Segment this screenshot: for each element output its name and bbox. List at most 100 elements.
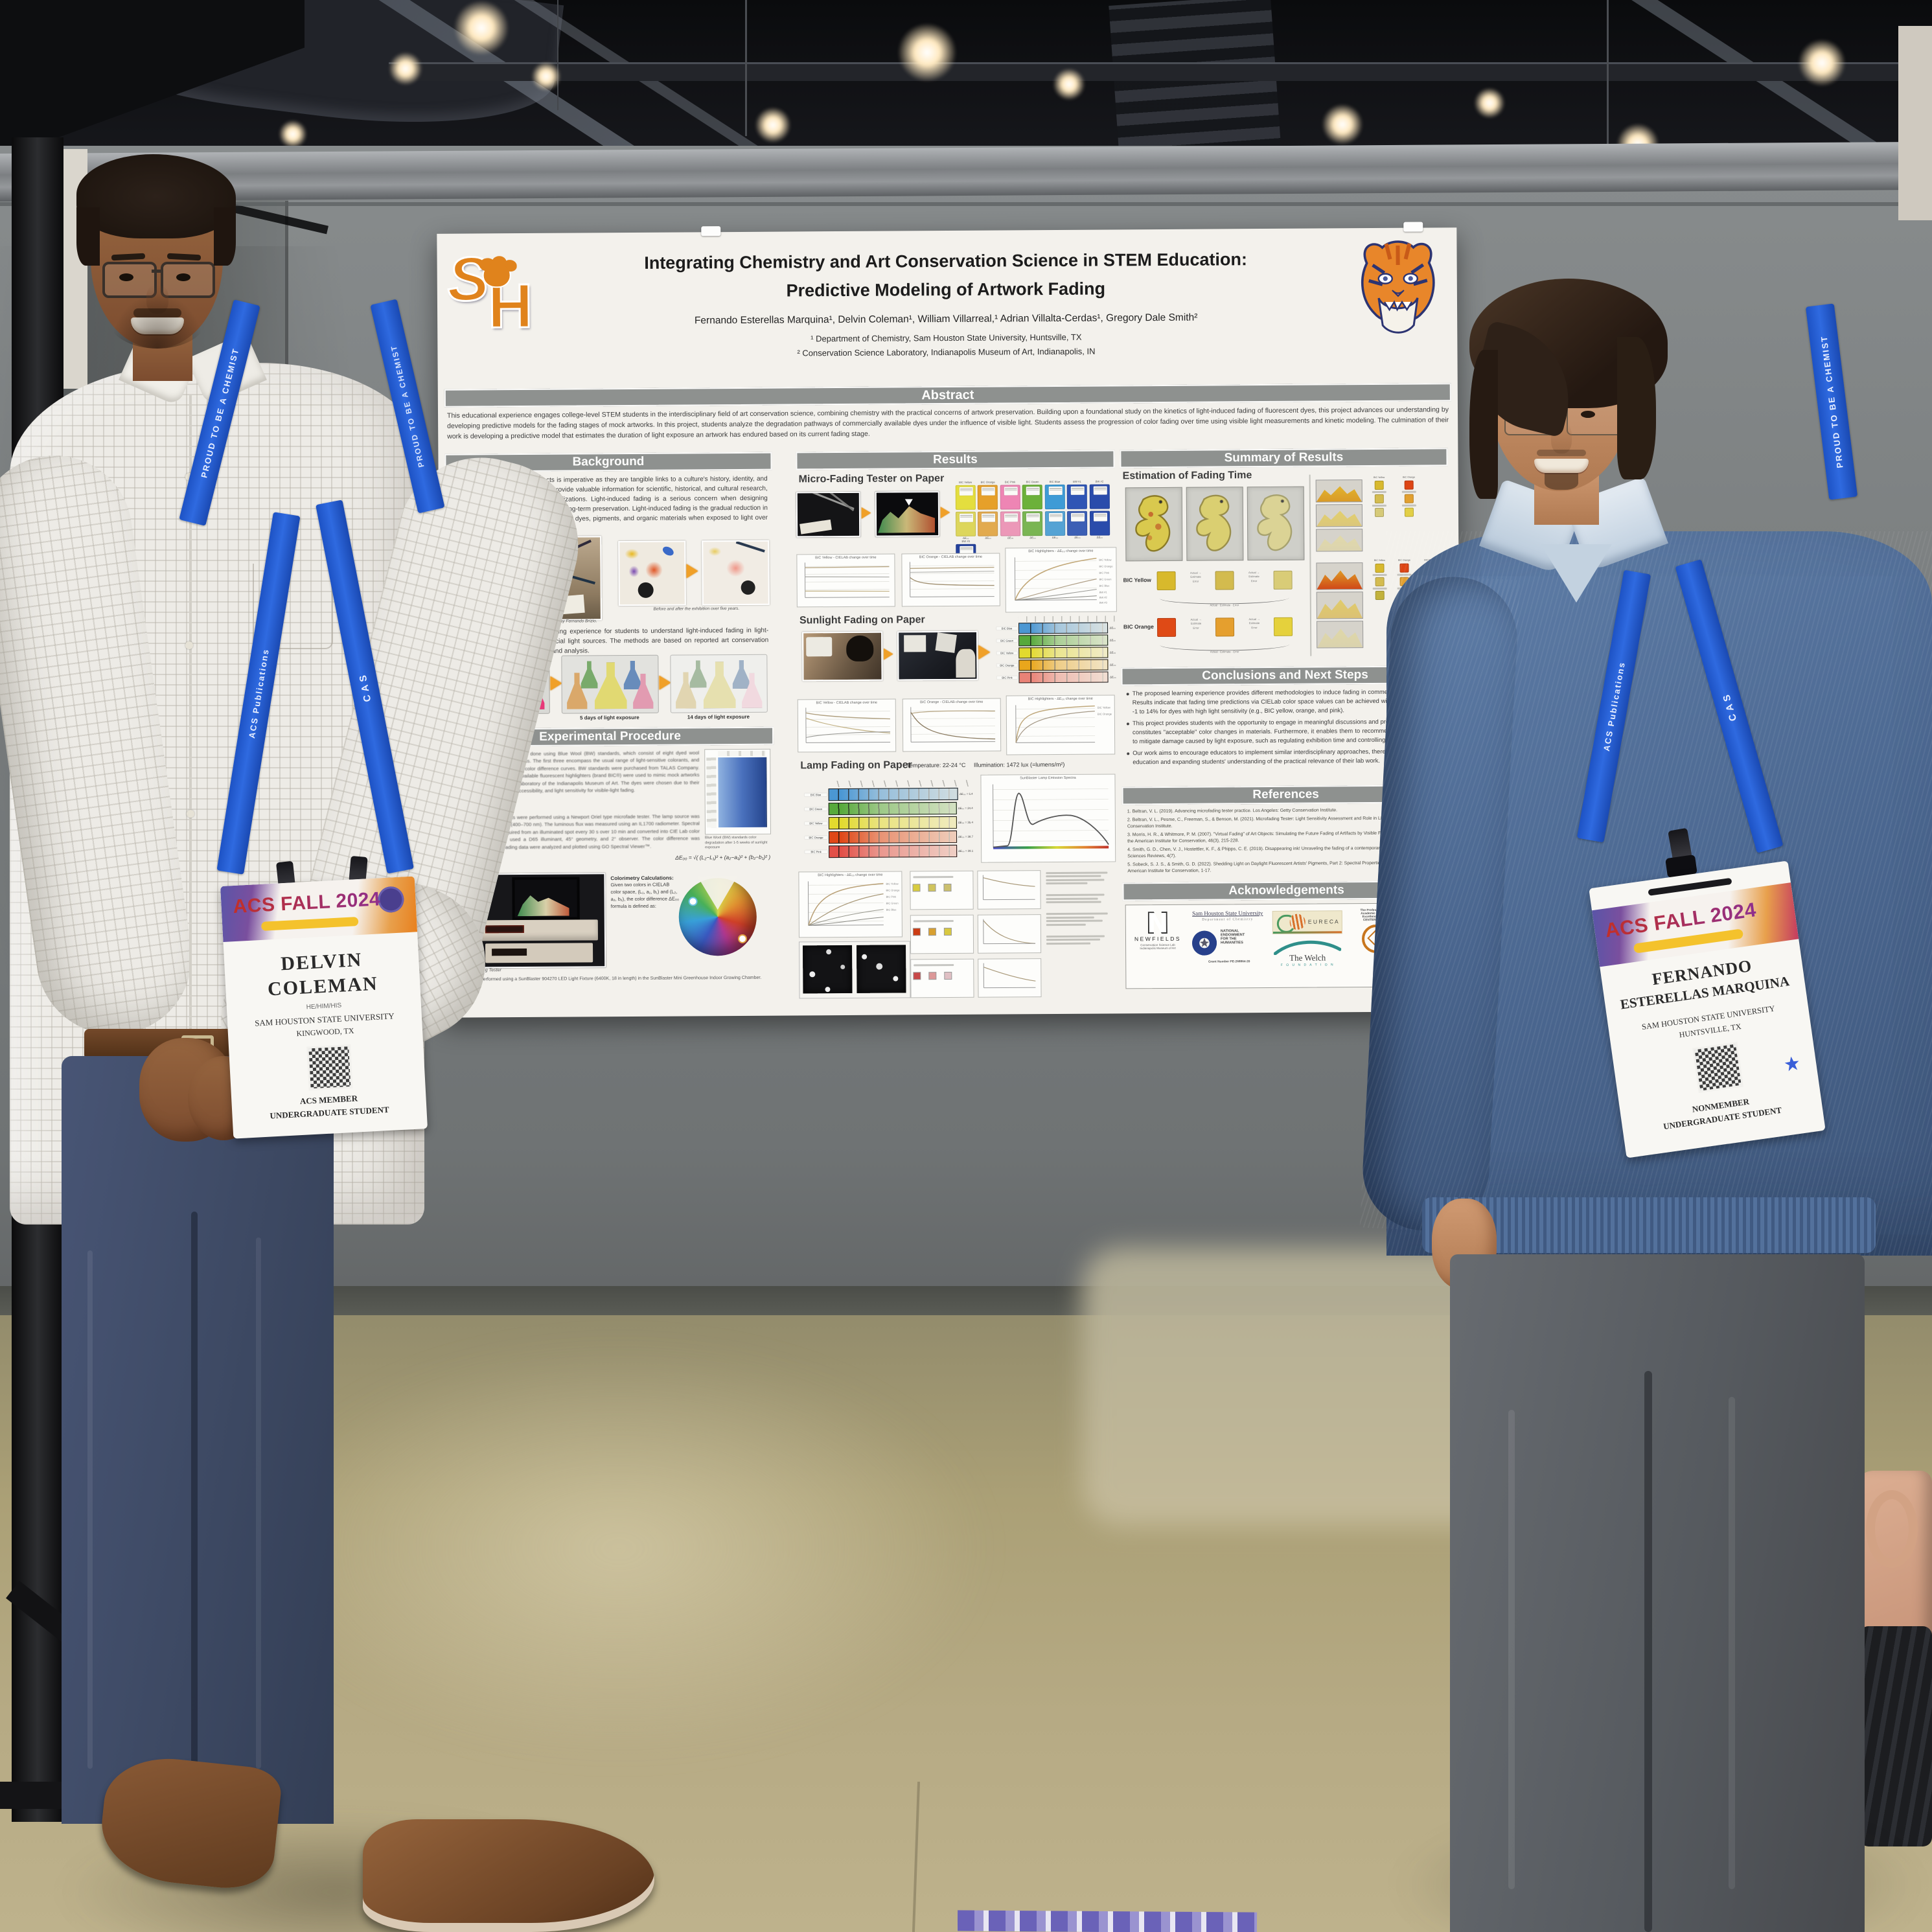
bluewool-chart [704, 748, 771, 835]
left-person-eye [119, 273, 133, 281]
results-heading: Results [796, 450, 1115, 470]
sunlight-photo-1 [802, 631, 883, 682]
ceiling-light [1474, 87, 1505, 119]
grid-row-label: BIC Yellow [996, 651, 1018, 655]
lightbox [904, 635, 926, 652]
estimation-row-label: BIC Yellow [1123, 577, 1151, 584]
ceiling-light [531, 62, 561, 91]
svg-text:BIC Green: BIC Green [1099, 577, 1112, 581]
left-person-eye [176, 273, 190, 281]
sunlight-fading-heading: Sunlight Fading on Paper [799, 614, 925, 627]
distant-wall-sliver [1898, 26, 1932, 220]
swatch-column: BIC Green ΔE₀₀ [1022, 480, 1043, 539]
swatch [1215, 617, 1235, 637]
lamp-delta-chart: BIC Highlighters - ΔE₀₀ change over time… [798, 871, 903, 938]
badge-event: ACS FALL 2024 [232, 888, 381, 918]
swatch-faded [1044, 511, 1065, 536]
mini-swatch [913, 884, 920, 891]
estimation-row-orange: BIC Orange Actual → Estimate Error Actual … [1121, 616, 1309, 663]
mini-artwork [1316, 562, 1363, 590]
poster-title-line2: Predictive Modeling of Artwork Fading [786, 279, 1106, 301]
swatch-fresh [1022, 485, 1043, 510]
person-shirt [956, 649, 976, 678]
bluewool-caption: Blue Wool (BW) standards color degradati… [705, 835, 768, 850]
fish-panel-3 [1247, 486, 1305, 561]
swatch-column: BW #1 ΔE₀₀ [1066, 480, 1088, 539]
swatch-chip [959, 487, 973, 496]
svg-text:BIC Orange: BIC Orange [1099, 564, 1113, 568]
eureca-band [1272, 931, 1342, 934]
dot [726, 559, 745, 577]
mini-swatch [913, 928, 920, 935]
swatch-chip [1048, 486, 1063, 496]
sun-chart-orange: BIC Orange - CIELAB change over time [902, 698, 1002, 752]
dark-photos-frame [799, 941, 911, 999]
speck [826, 949, 832, 955]
swatch [1273, 617, 1293, 636]
micro-chart-orange: BIC Orange - CIELAB change over time [901, 553, 1000, 607]
bullet-dot [1126, 693, 1129, 696]
badge-qr-code [306, 1044, 353, 1091]
sun-chart-highlighters: BIC Highlighters - ΔE₀₀ change over time… [1006, 695, 1116, 755]
speck [825, 987, 831, 993]
svg-text:BIC Pink: BIC Pink [886, 895, 897, 899]
mini-artwork [1316, 592, 1363, 619]
shirt-button [187, 810, 194, 818]
grid-tick-row [1018, 615, 1116, 623]
welch-sub: F O U N D A T I O N [1280, 963, 1335, 967]
dot [645, 561, 663, 579]
ceiling-light [279, 120, 307, 148]
fit-panel-yellow [910, 870, 974, 910]
grid-row-delta: ΔE₀₀ = 35.4 [958, 820, 973, 824]
fit-curve-orange [977, 914, 1042, 954]
swatch-col-yellow-a: BIC Yellow [1370, 476, 1388, 518]
fading-grid-row: BIC Yellow ΔE₀₀ = 35.4 [804, 815, 973, 831]
grid-row-delta: ΔE₀₀ = 24.4 [958, 806, 973, 810]
easel-foot [0, 1782, 71, 1809]
left-person-eyebrow [167, 253, 201, 261]
left-badge: ACS FALL 2024 DELVIN COLEMAN HE/HIM/HIS … [220, 876, 428, 1139]
cielab-point [688, 897, 698, 906]
arrow-icon [940, 507, 950, 518]
svg-text:BW #3: BW #3 [1099, 601, 1108, 604]
swatch-faded [978, 511, 998, 536]
dot [661, 544, 676, 558]
fish-panel-1 [1125, 487, 1183, 562]
ceiling-light [1798, 39, 1846, 87]
ceiling-light [1053, 68, 1085, 100]
swatch-delta-label: ΔE₀₀ [1052, 535, 1059, 540]
welch-logo: The Welch F O U N D A T I O N [1271, 937, 1344, 967]
swatch-chip [1070, 486, 1085, 495]
left-person-hair-side [76, 207, 100, 266]
grid-row-delta: ΔE₀₀ [1109, 675, 1116, 679]
swatch-chip [1004, 487, 1018, 496]
mountain [1317, 627, 1363, 647]
grid-row-band [828, 830, 958, 844]
swatch-chip [1071, 512, 1085, 522]
artwork-stack-a [1315, 479, 1363, 553]
flask-panel-14days [670, 654, 768, 713]
swatch-chip [1004, 513, 1018, 522]
grid-row-band [829, 844, 958, 858]
fading-grid-row: BIC Orange ΔE₀₀ = 38.7 [805, 829, 973, 845]
right-person-mustache [1537, 450, 1586, 456]
grid-row-label: BIC Green [804, 807, 827, 811]
results-column: Results Micro-Fading Tester on Paper BIC… [796, 450, 1118, 1007]
svg-text:BIC Yellow: BIC Yellow [1098, 706, 1111, 709]
lightbox [935, 632, 957, 653]
wall-rail-seam [0, 202, 1932, 206]
fading-grid-row: BIC Green ΔE₀₀ = 24.4 [804, 801, 973, 816]
dark-photo [803, 945, 853, 994]
lamp-conditions: Temperature: 22-24 °C Illumination: 1472… [906, 761, 1065, 769]
cielab-point [737, 934, 748, 944]
poster-authors: Fernando Esterellas Marquina¹, Delvin Co… [694, 312, 1198, 327]
grid-row-delta: ΔE₀₀ = 5.4 [959, 792, 973, 796]
annotation: Actual · Estimate · Error [1210, 603, 1239, 607]
closeup-caption: Before and after the exhibition over fiv… [653, 606, 740, 612]
badge-qr-code [1692, 1042, 1744, 1094]
grid-row-label: BIC Blue [804, 792, 827, 796]
dot [638, 582, 654, 598]
mini-artwork [1315, 504, 1363, 527]
flask [702, 661, 737, 708]
